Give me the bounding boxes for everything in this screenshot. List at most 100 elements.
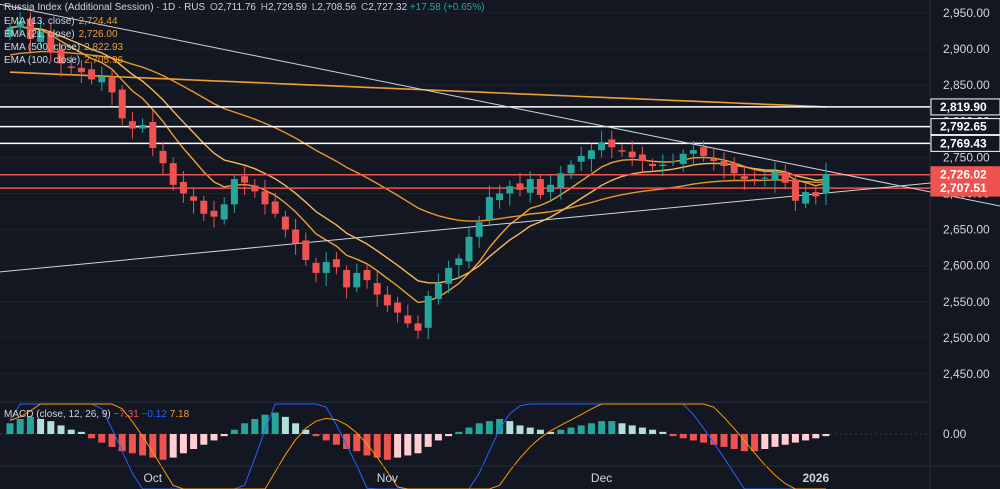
ema-label: EMA (100, close) — [4, 55, 81, 66]
macd-bar — [414, 434, 422, 454]
macd-bar — [149, 434, 157, 458]
macd-bar — [720, 434, 728, 447]
x-tick-label: Nov — [377, 471, 398, 485]
candle-body — [322, 262, 330, 273]
macd-bar — [159, 434, 167, 460]
macd-bar — [98, 434, 106, 443]
ema-legend-21[interactable]: EMA (21, close) 2,726.00 — [4, 29, 118, 41]
candle-body — [292, 229, 300, 244]
y-tick-label: 2,550.00 — [943, 295, 990, 309]
macd-bar — [751, 434, 759, 452]
macd-bar — [608, 421, 616, 434]
macd-bar — [679, 434, 687, 439]
trendline-descending — [0, 3, 1000, 207]
candle-body — [414, 323, 422, 331]
candle-body — [740, 176, 748, 180]
candle-body — [659, 164, 667, 167]
candle-body — [485, 197, 493, 220]
price-level-label: 2,769.43 — [940, 136, 987, 150]
candle-body — [210, 210, 218, 217]
low-value: 2,708.56 — [317, 2, 357, 13]
y-tick-label: 2,650.00 — [943, 223, 990, 237]
y-tick-label: 2,950.00 — [943, 6, 990, 20]
macd-bar — [47, 421, 55, 434]
candle-body — [516, 183, 524, 190]
candle-body — [128, 121, 136, 129]
macd-bar — [179, 434, 187, 454]
trendline-ascending — [0, 175, 1000, 273]
candle-body — [547, 184, 555, 193]
macd-bar — [649, 429, 657, 434]
macd-bar — [781, 434, 789, 445]
candle-body — [618, 150, 626, 152]
macd-bar — [669, 434, 677, 437]
candle-body — [200, 200, 208, 214]
candle-body — [791, 179, 799, 201]
macd-bar — [271, 412, 279, 434]
candle-body — [373, 283, 381, 295]
candle-body — [689, 150, 697, 154]
macd-bar — [210, 434, 218, 441]
candle-body — [557, 173, 565, 188]
high-value: 2,729.59 — [267, 2, 307, 13]
macd-bar — [241, 423, 249, 434]
macd-bar — [424, 434, 432, 447]
candle-body — [179, 181, 187, 194]
macd-line — [9, 403, 826, 489]
candle-body — [506, 186, 514, 194]
symbol-title[interactable]: Russia Index (Additional Session) · 1D ·… — [4, 2, 206, 13]
candle-body — [251, 185, 259, 192]
candle-body — [628, 151, 636, 158]
ema-label: EMA (21, close) — [4, 29, 75, 40]
price-level-tag — [930, 118, 1000, 136]
macd-bar — [506, 421, 514, 434]
ema-13-line — [9, 25, 827, 304]
y-tick-label: 2,900.00 — [943, 42, 990, 56]
candle-body — [230, 179, 238, 205]
macd-bar — [567, 427, 575, 434]
macd-label: MACD (close, 12, 26, 9) — [4, 409, 111, 420]
ema-legend-13[interactable]: EMA (13, close) 2,724.44 — [4, 16, 118, 28]
candle-body — [598, 142, 606, 151]
macd-bar — [771, 434, 779, 447]
candle-body — [6, 27, 14, 37]
candle-body — [271, 201, 279, 214]
macd-bar — [577, 425, 585, 434]
macd-bar — [526, 427, 534, 434]
candle-body — [802, 192, 810, 204]
macd-signal-line — [9, 403, 826, 489]
macd-legend[interactable]: MACD (close, 12, 26, 9) −7.31 −0.12 7.18 — [4, 409, 189, 421]
macd-bar — [383, 434, 391, 460]
macd-bar — [230, 429, 238, 434]
macd-bar — [281, 416, 289, 434]
ema-legend-500[interactable]: EMA (500, close) 2,822.93 — [4, 42, 123, 54]
macd-bar — [404, 434, 412, 456]
macd-bar — [536, 429, 544, 434]
candle-body — [536, 179, 544, 195]
candle-body — [638, 154, 646, 162]
ema-500-line — [9, 71, 827, 108]
ema-legend-100[interactable]: EMA (100, close) 2,705.96 — [4, 55, 123, 67]
macd-bar — [445, 434, 453, 437]
candle-body — [108, 76, 116, 93]
candle-body — [26, 18, 34, 39]
ema-21-line — [9, 25, 827, 284]
candle-body — [88, 69, 96, 80]
macd-bar — [57, 425, 65, 434]
close-value: 2,727.32 — [368, 2, 408, 13]
macd-bar — [67, 429, 75, 434]
candle-body — [169, 163, 177, 185]
open-value: 2,711.76 — [217, 2, 256, 13]
candle-body — [730, 163, 738, 174]
macd-value: −7.31 — [113, 409, 139, 420]
candle-body — [669, 161, 677, 163]
candle-body — [139, 124, 147, 129]
candle-body — [700, 147, 708, 156]
candle-body — [261, 191, 269, 205]
candle-body — [98, 76, 106, 83]
candle-body — [332, 259, 340, 268]
macd-bar — [200, 434, 208, 445]
y-tick-label: 2,500.00 — [943, 331, 990, 345]
